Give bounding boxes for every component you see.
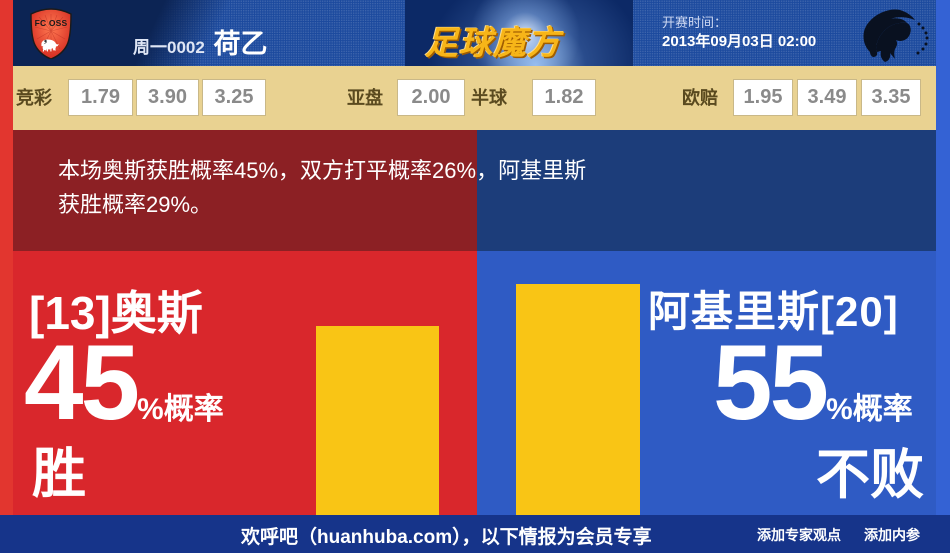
svg-text:FC OSS: FC OSS [35,18,68,28]
